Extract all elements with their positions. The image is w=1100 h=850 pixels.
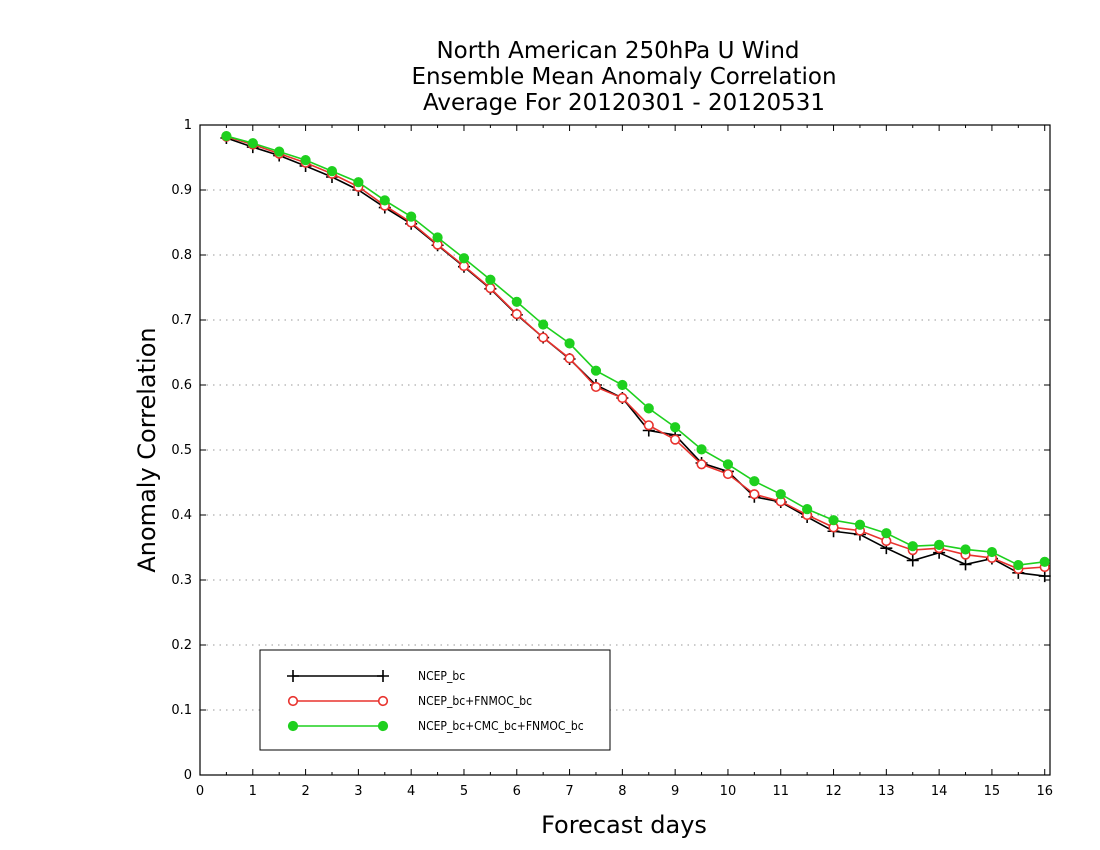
series-3-point-11 — [511, 296, 522, 307]
series-2-point-11 — [511, 309, 522, 320]
series-3-point-21 — [775, 489, 786, 500]
y-tick-label-9: 0.9 — [171, 183, 192, 198]
series-3 — [221, 130, 1050, 571]
y-tick-label-5: 0.5 — [171, 443, 192, 458]
x-tick-label-5: 5 — [460, 784, 468, 799]
series-3-point-10 — [485, 274, 496, 285]
chart-title-line-2: Ensemble Mean Anomaly Correlation — [411, 64, 836, 90]
series-1-point-28 — [959, 558, 972, 571]
series-3-point-15 — [617, 379, 628, 391]
x-tick-label-10: 10 — [720, 784, 737, 799]
x-tick-label-8: 8 — [618, 784, 626, 799]
series-3-point-22 — [802, 504, 813, 515]
series-2-point-10 — [485, 283, 496, 294]
x-tick-label-9: 9 — [671, 784, 679, 799]
series-2-point-16 — [643, 420, 654, 431]
series-2-point-14 — [590, 381, 602, 393]
axis-ticks: 00.10.20.30.40.50.60.70.80.910 1 2 3 4 5 6 7 8 9 1… — [171, 118, 1053, 799]
legend-marker-end-2 — [377, 695, 389, 707]
series-3-point-17 — [670, 422, 681, 433]
x-tick-label-15: 15 — [984, 784, 1001, 799]
series-2-point-18 — [696, 459, 707, 470]
series-3-point-13 — [564, 338, 575, 349]
series-3-point-1 — [247, 138, 258, 149]
series-3-point-29 — [986, 546, 998, 558]
legend-label-2: NCEP_bc+FNMOC_bc — [418, 694, 532, 708]
x-tick-label-0: 0 — [196, 784, 204, 799]
x-tick-label-12: 12 — [825, 784, 842, 799]
series-2-point-17 — [670, 434, 681, 445]
y-tick-label-7: 0.7 — [171, 313, 192, 328]
series-3-point-28 — [960, 544, 971, 555]
y-tick-label-6: 0.6 — [171, 378, 192, 393]
series-3-point-14 — [590, 365, 602, 376]
legend-marker-start-3 — [287, 720, 299, 732]
x-tick-label-1: 1 — [249, 784, 257, 799]
series-3-point-19 — [722, 459, 734, 470]
x-tick-label-14: 14 — [931, 784, 948, 799]
series-3-point-26 — [907, 541, 918, 552]
legend-box — [259, 649, 611, 751]
legend-marker-end-1 — [377, 670, 389, 682]
legend-label-1: NCEP_bc — [418, 669, 465, 683]
series-group — [220, 130, 1051, 583]
legend-items: NCEP_bc NCEP_bc+FNMOC_bc NCEP_bc+CMC_bc+FN… — [287, 669, 584, 733]
series-3-point-24 — [854, 519, 866, 530]
y-tick-label-8: 0.8 — [171, 248, 192, 263]
series-1-point-31 — [1038, 570, 1051, 583]
chart-title: North American 250hPa U Wind Ensemble Me… — [411, 38, 836, 116]
series-3-point-5 — [353, 177, 364, 188]
series-2-point-12 — [538, 332, 549, 343]
y-tick-label-1: 0.1 — [171, 703, 192, 718]
x-tick-label-2: 2 — [301, 784, 309, 799]
legend-label-3: NCEP_bc+CMC_bc+FNMOC_bc — [418, 719, 584, 733]
series-3-point-9 — [458, 253, 470, 264]
y-tick-label-4: 0.4 — [171, 508, 192, 523]
series-3-point-23 — [828, 515, 839, 526]
x-axis-label: Forecast days — [541, 811, 707, 839]
series-3-point-2 — [274, 146, 285, 157]
chart-title-line-1: North American 250hPa U Wind — [436, 38, 799, 64]
legend-marker-start-2 — [287, 695, 299, 707]
series-3-point-16 — [643, 403, 654, 414]
x-tick-label-7: 7 — [565, 784, 573, 799]
y-tick-label-0: 0 — [184, 768, 192, 783]
x-tick-label-6: 6 — [513, 784, 521, 799]
series-1-line — [226, 137, 1045, 577]
y-tick-label-3: 0.3 — [171, 573, 192, 588]
series-2-point-15 — [617, 392, 628, 404]
chart-title-line-3: Average For 20120301 - 20120531 — [423, 90, 825, 116]
series-3-point-27 — [934, 539, 945, 551]
x-tick-label-4: 4 — [407, 784, 415, 799]
y-tick-label-2: 0.2 — [171, 638, 192, 653]
legend: NCEP_bc NCEP_bc+FNMOC_bc NCEP_bc+CMC_bc+FN… — [259, 649, 611, 751]
x-tick-label-3: 3 — [354, 784, 362, 799]
series-3-point-20 — [749, 476, 760, 487]
series-3-point-4 — [326, 166, 338, 177]
series-2-point-20 — [749, 489, 760, 500]
series-1-point-26 — [906, 554, 919, 567]
x-tick-label-11: 11 — [772, 784, 789, 799]
x-tick-label-16: 16 — [1036, 784, 1053, 799]
y-tick-label-10: 1 — [184, 118, 192, 133]
series-3-point-12 — [538, 319, 549, 330]
series-3-point-31 — [1039, 556, 1050, 567]
series-2-point-13 — [564, 353, 575, 364]
legend-marker-end-3 — [377, 720, 389, 732]
x-tick-label-13: 13 — [878, 784, 895, 799]
series-3-point-18 — [696, 444, 707, 455]
series-3-point-7 — [406, 211, 417, 222]
series-2-point-19 — [722, 468, 734, 480]
series-3-point-8 — [432, 232, 443, 243]
series-3-point-3 — [300, 155, 311, 166]
series-3-point-30 — [1013, 559, 1024, 571]
series-3-point-0 — [221, 130, 232, 142]
legend-marker-start-1 — [287, 670, 299, 682]
series-3-point-6 — [379, 195, 390, 206]
series-3-point-25 — [881, 528, 892, 539]
y-axis-label: Anomaly Correlation — [133, 327, 161, 572]
